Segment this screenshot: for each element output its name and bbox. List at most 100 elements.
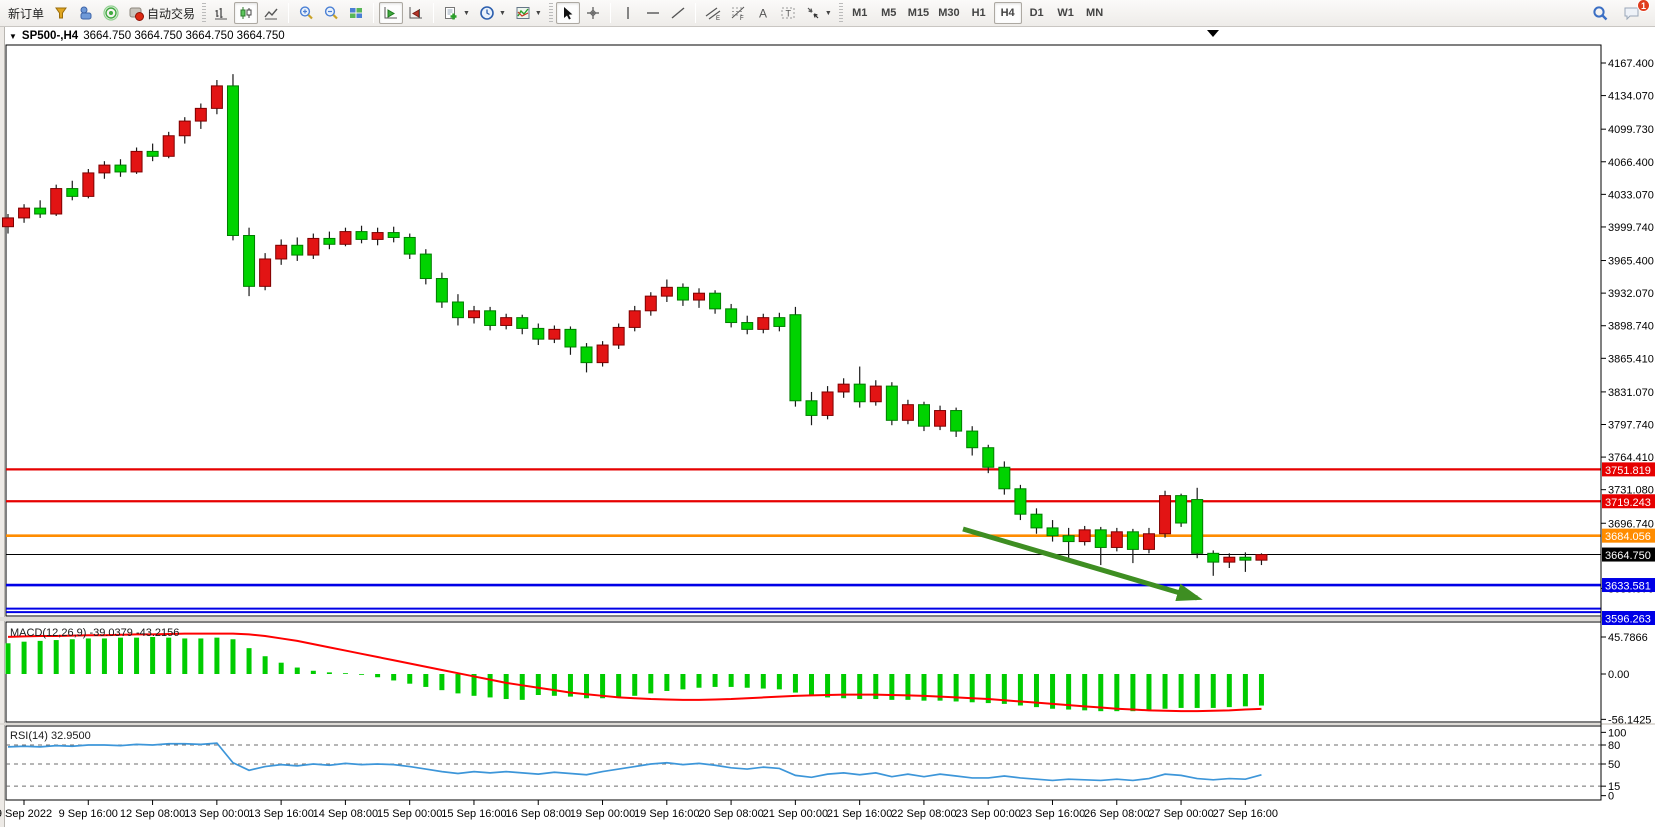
rsi-tick: 50 <box>1608 759 1620 771</box>
fibonacci-icon: F <box>731 6 745 21</box>
macd-pane[interactable]: MACD(12,26,9) -39.0379 -43.2156 <box>5 627 1264 713</box>
tab-m5[interactable]: M5 <box>875 2 903 24</box>
rsi-tick: 15 <box>1608 781 1620 793</box>
price-tick: 3696.740 <box>1608 518 1654 530</box>
time-tick: 9 Sep 16:00 <box>59 808 118 820</box>
chart-symbol: SP500-,H4 <box>21 30 79 42</box>
time-tick: 14 Sep 08:00 <box>313 808 378 820</box>
price-tick: 3764.410 <box>1608 452 1654 464</box>
trendline-icon <box>671 7 685 19</box>
price-axis[interactable]: 4167.400 4134.070 4099.730 4066.400 4033.070… <box>1600 45 1655 803</box>
toolbar-grip <box>548 3 553 23</box>
text-label-button[interactable]: T <box>776 2 800 24</box>
tab-h1[interactable]: H1 <box>965 2 993 24</box>
time-tick: 12 Sep 08:00 <box>120 808 185 820</box>
vertical-line-button[interactable] <box>616 2 640 24</box>
signals-button[interactable] <box>99 2 123 24</box>
layouts-icon <box>55 7 67 19</box>
time-tick: 27 Sep 16:00 <box>1213 808 1278 820</box>
price-tick: 4099.730 <box>1608 124 1654 136</box>
tab-h4[interactable]: H4 <box>993 2 1022 24</box>
periods-button[interactable]: ▼ <box>475 2 510 24</box>
tab-w1[interactable]: W1 <box>1052 2 1080 24</box>
candles-layer[interactable] <box>2 74 1268 576</box>
equidistant-channel-button[interactable]: E <box>701 2 725 24</box>
chart-canvas[interactable]: MACD(12,26,9) -39.0379 -43.2156 RSI(14) 3… <box>0 27 1655 827</box>
time-tick: 20 Sep 08:00 <box>698 808 763 820</box>
terminal-button[interactable] <box>74 2 98 24</box>
line-chart-icon <box>264 8 278 20</box>
timeframe-label: M1 <box>852 7 868 19</box>
tab-m30[interactable]: M30 <box>934 2 963 24</box>
svg-text:A: A <box>759 7 767 21</box>
time-tick: 21 Sep 16:00 <box>827 808 892 820</box>
text-label-icon: T <box>781 7 795 19</box>
bar-chart-button[interactable] <box>209 2 233 24</box>
time-tick: 13 Sep 16:00 <box>248 808 313 820</box>
price-tick: 3731.080 <box>1608 485 1654 497</box>
levels-layer[interactable] <box>6 468 1601 614</box>
zoom-out-button[interactable] <box>319 2 343 24</box>
tile-windows-button[interactable] <box>344 2 368 24</box>
vertical-line-icon <box>627 7 629 19</box>
timeframe-label: MN <box>1086 7 1104 19</box>
price-level-badge <box>1602 578 1655 593</box>
macd-tick: -56.1425 <box>1608 714 1651 726</box>
horizontal-line-button[interactable] <box>641 2 665 24</box>
search-icon <box>1593 5 1608 20</box>
zoom-in-icon <box>299 6 313 20</box>
indicators-button[interactable]: ▼ <box>511 2 546 24</box>
time-tick: 23 Sep 16:00 <box>1020 808 1085 820</box>
zoom-in-button[interactable] <box>294 2 318 24</box>
toolbar-separator <box>373 3 375 23</box>
new-chart-icon <box>445 7 457 20</box>
time-tick: 26 Sep 08:00 <box>1084 808 1149 820</box>
auto-scroll-button[interactable] <box>379 2 404 24</box>
price-level-badge <box>1602 462 1655 477</box>
chart-quotes: 3664.750 3664.750 3664.750 3664.750 <box>83 30 285 42</box>
autotrade-button[interactable]: 自动交易 <box>124 2 199 24</box>
indicators-icon <box>516 7 530 19</box>
timeframe-label: M5 <box>881 7 897 19</box>
price-tick: 3965.400 <box>1608 256 1654 268</box>
new-order-button[interactable]: 新订单 <box>4 2 48 24</box>
arrows-button[interactable]: ▼ <box>801 2 836 24</box>
price-level-badge <box>1602 528 1655 543</box>
chat-button[interactable]: 1 <box>1619 0 1650 24</box>
price-level-badge <box>1602 494 1655 509</box>
macd-tick: 0.00 <box>1608 669 1629 681</box>
text-button[interactable]: A <box>751 2 775 24</box>
cursor-button[interactable] <box>555 2 580 24</box>
tab-m1[interactable]: M1 <box>846 2 874 24</box>
tab-m15[interactable]: M15 <box>904 2 933 24</box>
trend-arrow[interactable] <box>962 526 1203 601</box>
chart-menu-triangle-icon[interactable]: ▼ <box>9 31 17 41</box>
candlestick-chart-button[interactable] <box>234 2 259 24</box>
price-level-badge-text: 3751.819 <box>1605 465 1651 477</box>
trendline-button[interactable] <box>666 2 690 24</box>
time-tick: 27 Sep 00:00 <box>1148 808 1213 820</box>
chart-shift-button[interactable] <box>404 2 428 24</box>
price-tick: 4167.400 <box>1608 58 1654 70</box>
price-level-badge <box>1602 611 1655 625</box>
rsi-pane[interactable]: RSI(14) 32.9500 <box>6 730 1601 787</box>
layouts-button[interactable] <box>49 2 73 24</box>
fibonacci-button[interactable]: F <box>726 2 750 24</box>
svg-text:F: F <box>740 16 744 21</box>
search-button[interactable] <box>1588 2 1613 24</box>
chart-window: ▼ SP500-,H4 3664.750 3664.750 3664.750 3… <box>0 27 1655 827</box>
main-toolbar: 新订单 自动交易 ▼ ▼ <box>0 0 1655 27</box>
chevron-down-icon: ▼ <box>824 9 832 17</box>
toolbar-separator <box>288 3 290 23</box>
rsi-tick: 100 <box>1608 727 1626 739</box>
cursor-icon <box>563 7 573 20</box>
tab-d1[interactable]: D1 <box>1023 2 1051 24</box>
line-chart-button[interactable] <box>259 2 283 24</box>
new-chart-button[interactable]: ▼ <box>439 2 474 24</box>
crosshair-button[interactable] <box>581 2 605 24</box>
tab-mn[interactable]: MN <box>1081 2 1109 24</box>
macd-tick: 45.7866 <box>1608 632 1648 644</box>
chart-shift-marker[interactable] <box>1207 30 1219 37</box>
macd-label: MACD(12,26,9) -39.0379 -43.2156 <box>10 627 179 639</box>
